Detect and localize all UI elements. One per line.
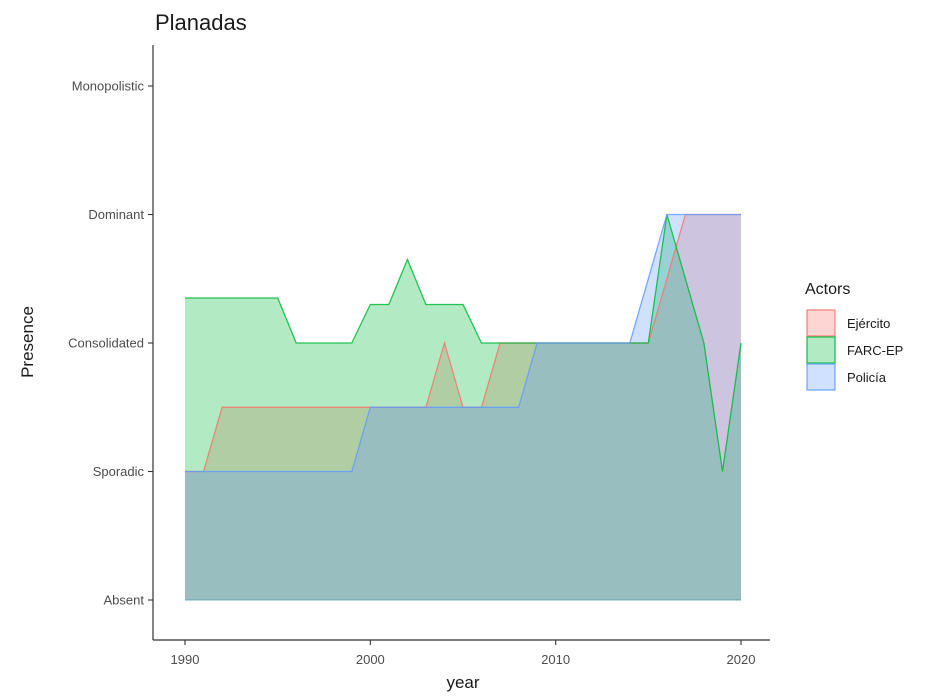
y-axis-title: Presence xyxy=(18,306,37,378)
line-layer xyxy=(185,213,742,601)
y-tick-label: Dominant xyxy=(88,207,144,222)
y-axis-ticks: Absent Sporadic Consolidated Dominant Monopo… xyxy=(68,79,153,608)
x-axis-title: year xyxy=(446,673,479,692)
area-ejercito xyxy=(185,214,741,600)
legend: Actors Ejército FARC-EP Policía xyxy=(805,281,903,391)
x-tick-label: 2000 xyxy=(356,652,385,667)
line-policia xyxy=(185,213,741,473)
legend-label-farc-ep: FARC-EP xyxy=(847,343,903,358)
y-tick-label: Monopolistic xyxy=(72,79,145,94)
y-tick-label: Sporadic xyxy=(93,464,145,479)
y-tick-label: Absent xyxy=(104,593,145,608)
legend-key-policia xyxy=(806,363,836,391)
x-tick-label: 1990 xyxy=(171,652,200,667)
legend-title: Actors xyxy=(805,281,850,298)
legend-label-policia: Policía xyxy=(847,370,887,385)
x-axis-ticks: 1990 2000 2010 2020 xyxy=(171,640,756,667)
area-policia xyxy=(185,214,741,600)
line-farc-ep xyxy=(185,214,742,472)
legend-key-ejercito xyxy=(806,309,836,337)
legend-key-farc-ep xyxy=(806,336,836,364)
chart-title: Planadas xyxy=(155,10,247,35)
legend-label-ejercito: Ejército xyxy=(847,316,890,331)
x-tick-label: 2020 xyxy=(727,652,756,667)
x-tick-label: 2010 xyxy=(541,652,570,667)
y-tick-label: Consolidated xyxy=(68,336,144,351)
